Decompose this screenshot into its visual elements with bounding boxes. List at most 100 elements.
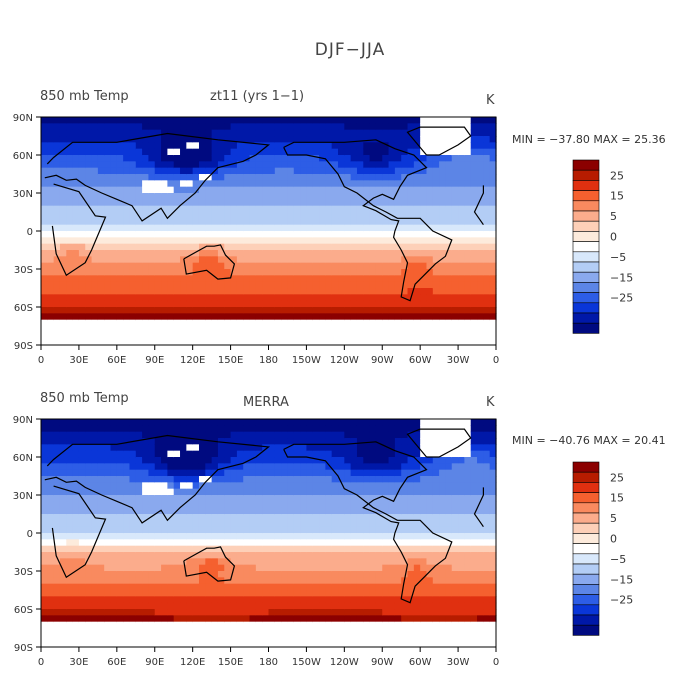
field-cell [375,212,383,219]
field-cell [123,136,131,143]
field-cell [198,545,206,553]
field-cell [230,444,238,452]
field-cell [300,294,308,302]
field-cell [154,332,162,340]
field-cell [59,488,67,496]
field-cell [445,205,453,213]
field-cell [401,438,409,445]
field-cell [78,488,86,496]
field-cell [104,231,112,238]
field-cell [110,281,118,289]
field-cell [388,520,396,528]
field-cell [148,250,156,257]
field-cell [300,482,308,490]
field-cell [388,640,396,648]
field-cell [312,640,320,648]
field-cell [483,123,491,131]
field-cell [369,262,377,270]
field-cell [78,313,86,321]
field-cell [445,224,453,232]
field-cell [116,425,124,433]
field-cell [312,444,320,452]
field-cell [104,621,112,629]
field-cell [369,288,377,295]
field-cell [173,256,181,264]
field-cell [331,488,339,496]
field-cell [426,552,434,559]
field-cell [66,300,74,308]
field-cell [306,482,314,490]
field-cell [293,300,301,308]
field-cell [129,482,137,490]
field-cell [148,457,156,464]
field-cell [66,256,74,264]
field-cell [274,326,282,333]
field-cell [205,129,213,137]
field-cell [129,218,137,226]
field-cell [407,628,415,635]
field-cell [331,212,339,219]
field-cell [293,457,301,464]
field-cell [142,256,150,264]
field-cell [319,180,326,188]
field-cell [489,275,497,283]
field-cell [135,602,143,610]
field-cell [47,148,55,156]
field-cell [344,294,352,302]
field-cell [110,526,118,534]
field-cell [369,545,377,553]
field-cell [255,495,263,502]
field-cell [66,450,74,458]
field-cell [420,136,428,143]
field-cell [53,501,61,509]
field-cell [148,269,156,276]
field-cell [135,628,143,635]
field-cell [148,495,156,502]
field-cell [451,148,459,156]
field-cell [148,545,156,553]
field-cell [59,590,67,597]
field-cell [192,640,200,648]
field-cell [59,577,67,585]
field-cell [154,431,162,439]
field-cell [293,262,301,270]
field-cell [59,476,67,483]
field-cell [211,193,219,200]
field-cell [116,243,124,251]
field-cell [319,243,326,251]
field-cell [401,262,409,270]
field-cell [344,288,352,295]
field-cell [426,476,434,483]
field-cell [312,142,320,150]
field-cell [274,288,282,295]
field-cell [66,205,74,213]
field-cell [211,307,219,314]
field-cell [281,199,289,207]
field-cell [91,148,99,156]
field-cell [192,621,200,629]
field-cell [268,539,276,547]
field-cell [407,123,415,131]
field-cell [262,577,270,585]
field-cell [161,539,168,547]
field-cell [123,155,131,162]
field-cell [274,300,282,308]
field-cell [91,250,99,257]
field-cell [268,577,276,585]
field-cell [205,294,213,302]
field-cell [350,180,358,188]
field-cell [363,142,371,150]
field-cell [350,186,358,194]
field-cell [116,262,124,270]
field-cell [287,444,295,452]
field-cell [186,199,194,207]
field-cell [110,634,118,642]
field-cell [356,482,364,490]
field-cell [173,155,181,162]
field-cell [388,117,396,124]
field-cell [161,300,168,308]
field-cell [198,514,206,521]
field-cell [59,180,67,188]
field-cell [439,136,447,143]
field-cell [407,243,415,251]
